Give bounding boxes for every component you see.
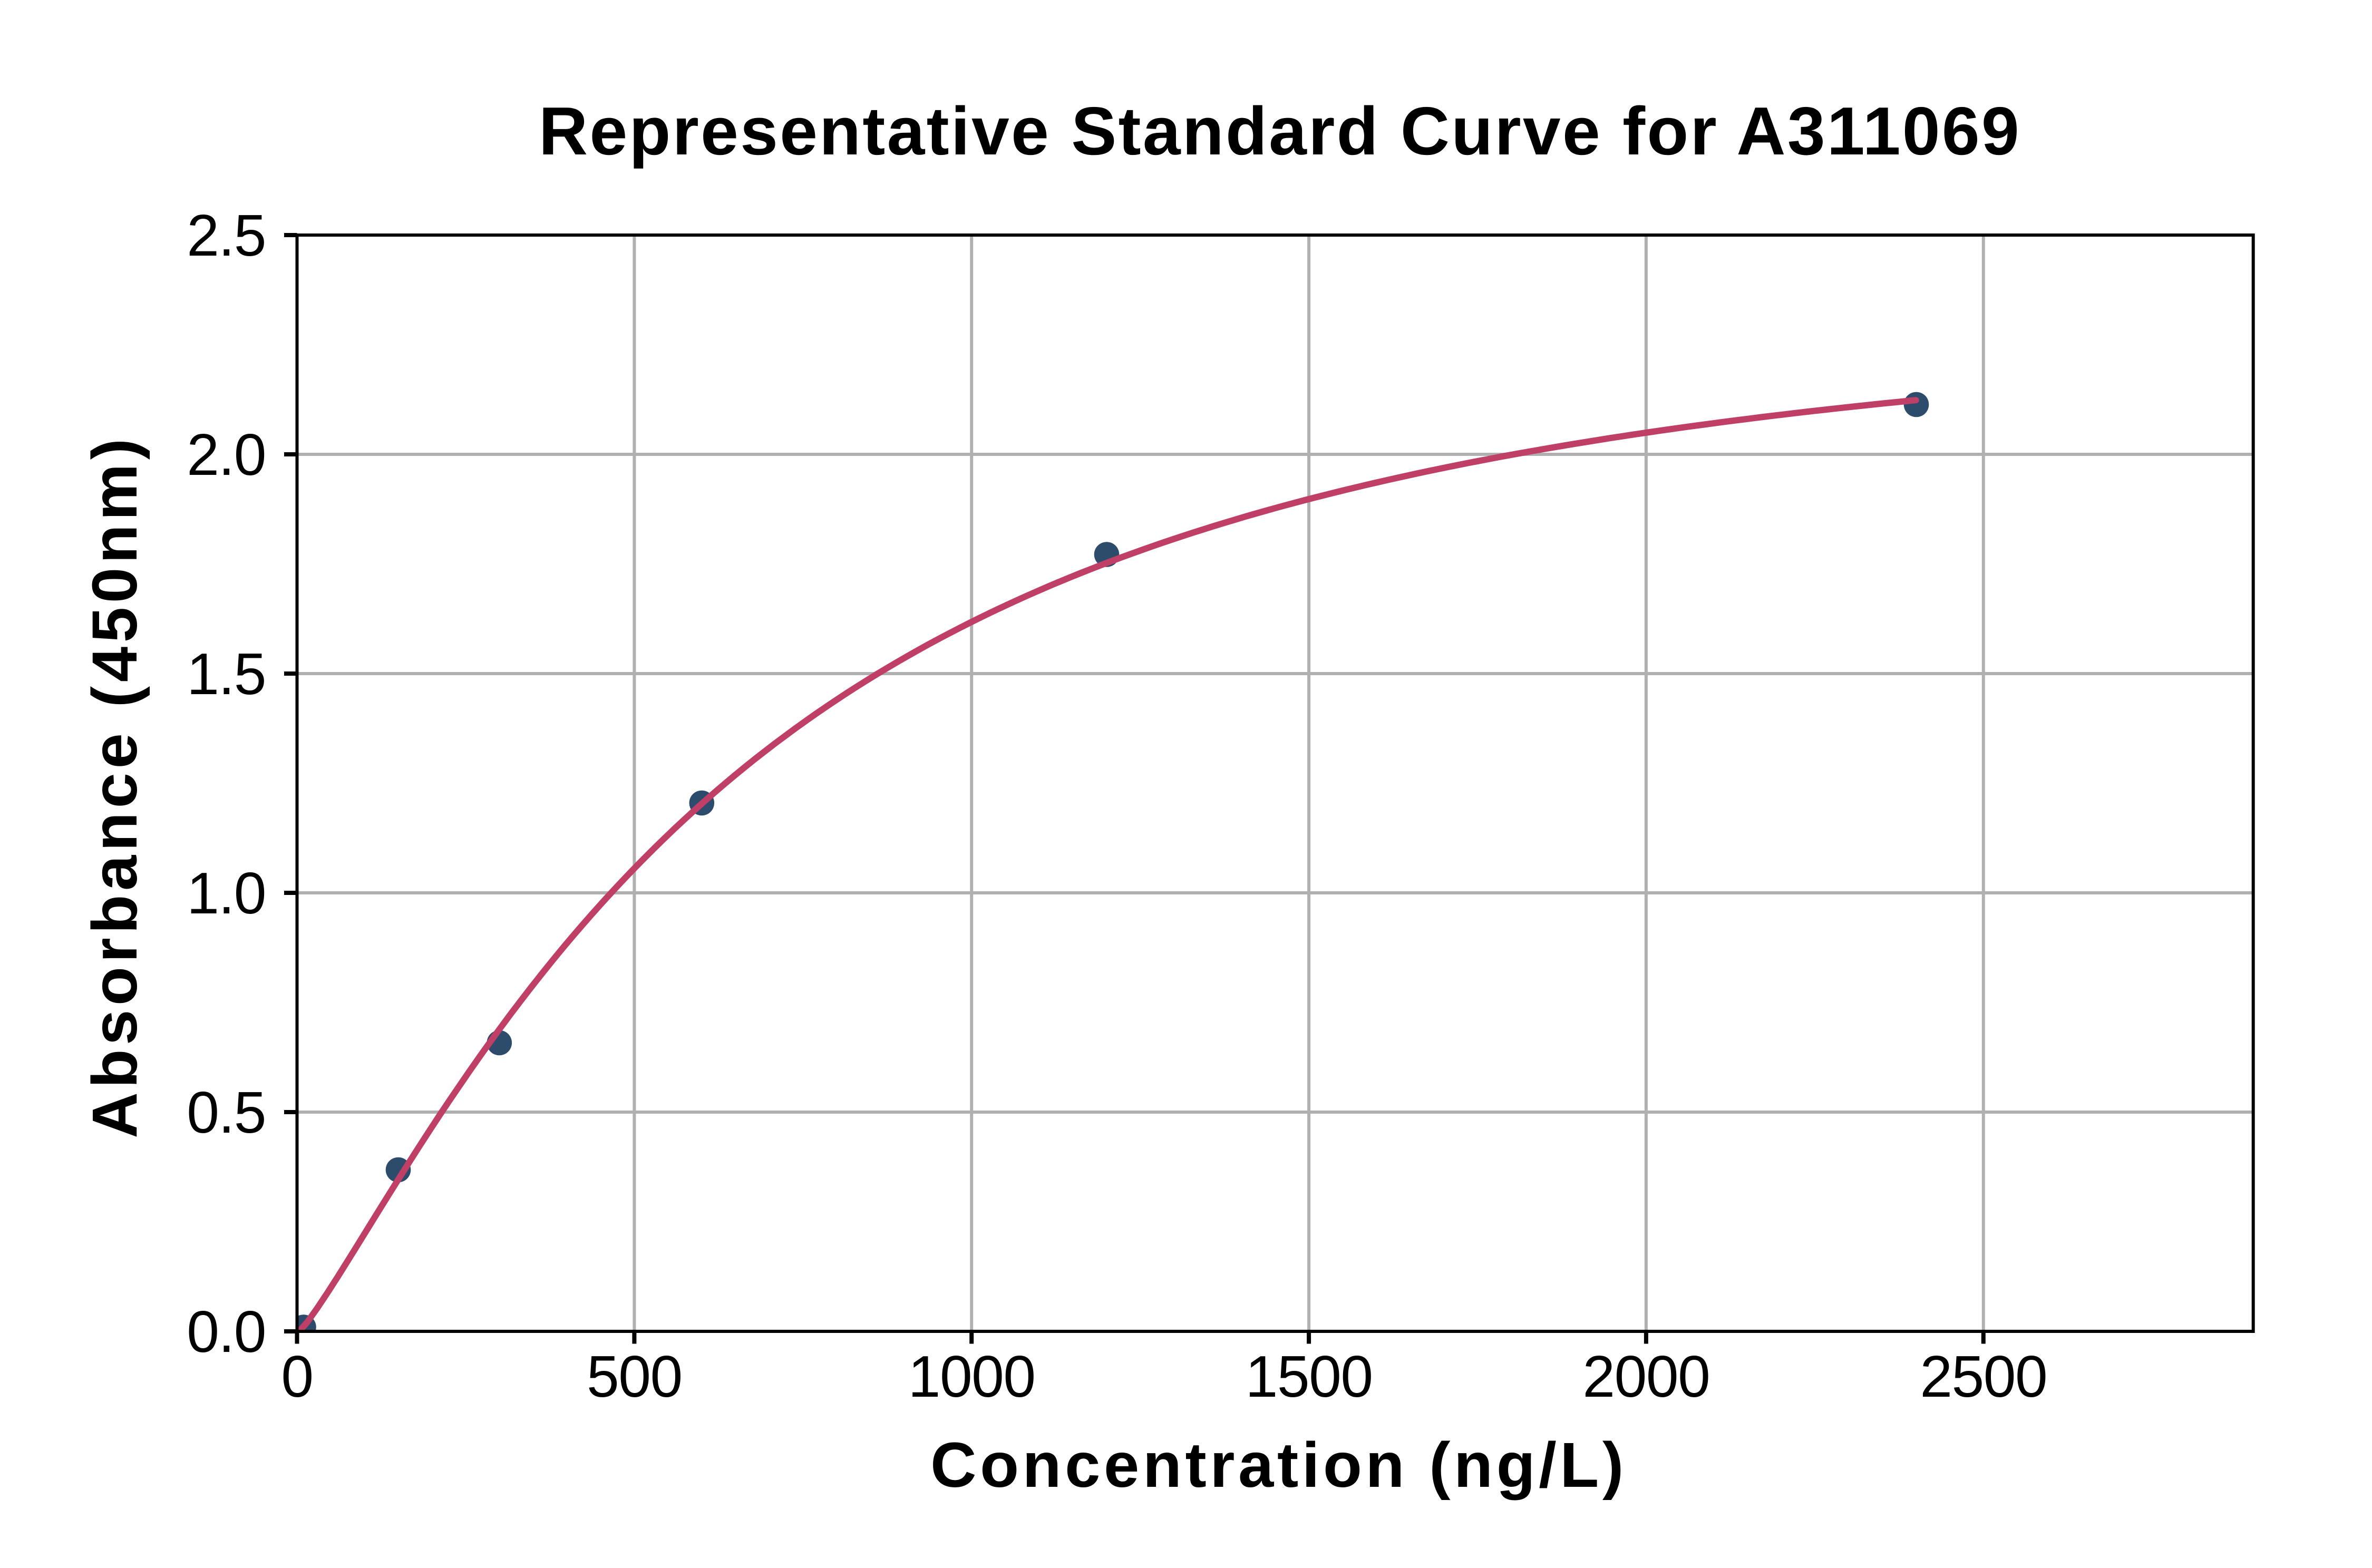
svg-text:1.5: 1.5 [187,641,266,707]
svg-text:2.0: 2.0 [187,422,266,488]
svg-text:1000: 1000 [908,1344,1035,1409]
svg-text:500: 500 [587,1344,682,1409]
svg-text:2500: 2500 [1920,1344,2047,1409]
svg-text:0: 0 [281,1344,313,1409]
svg-text:Concentration (ng/L): Concentration (ng/L) [930,1429,1627,1501]
svg-text:0.0: 0.0 [187,1299,266,1365]
svg-text:0.5: 0.5 [187,1080,266,1145]
svg-text:Absorbance (450nm): Absorbance (450nm) [79,434,150,1138]
svg-text:2000: 2000 [1582,1344,1709,1409]
svg-text:1500: 1500 [1246,1344,1373,1409]
svg-text:Representative Standard Curve: Representative Standard Curve for A31106… [539,93,2021,169]
svg-text:1.0: 1.0 [187,861,266,926]
svg-text:2.5: 2.5 [187,203,266,268]
